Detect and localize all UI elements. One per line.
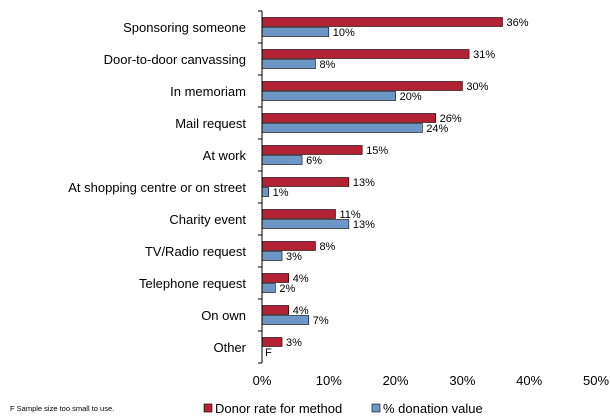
- bar-donation-value: [261, 251, 283, 261]
- legend-label-donor-rate: Donor rate for method: [215, 401, 342, 416]
- category-label: At work: [203, 148, 247, 163]
- bar-donor-rate: [261, 305, 290, 315]
- bar-donor-rate: [261, 209, 336, 219]
- data-label-donor-rate: 4%: [293, 273, 309, 285]
- category-label: On own: [201, 308, 246, 323]
- bar-donor-rate: [261, 113, 436, 123]
- data-label-donor-rate: 31%: [473, 49, 495, 61]
- bar-donor-rate: [261, 273, 290, 283]
- x-tick-label: 40%: [516, 373, 542, 388]
- data-label-donation-value: 24%: [426, 123, 448, 135]
- data-label-donor-rate: 3%: [286, 337, 302, 349]
- legend-label-donation-value: % donation value: [383, 401, 483, 416]
- bar-donation-value: [261, 219, 350, 229]
- data-label-donation-value: 3%: [286, 251, 302, 263]
- bar-donor-rate: [261, 81, 463, 91]
- category-label: At shopping centre or on street: [68, 180, 246, 195]
- x-tick-label: 0%: [253, 373, 272, 388]
- data-label-donor-rate: 30%: [466, 81, 488, 93]
- bar-donor-rate: [261, 337, 283, 347]
- bar-donation-value: [261, 155, 303, 165]
- legend-swatch-donation-value: [371, 403, 381, 413]
- data-label-donation-value: 7%: [313, 315, 329, 327]
- bars-layer: [261, 17, 503, 347]
- axes-layer: 0% 10% 20% 30% 40% 50%: [253, 10, 609, 388]
- data-label-donation-value: 10%: [333, 27, 355, 39]
- data-label-donation-value: 1%: [273, 187, 289, 199]
- bar-donor-rate: [261, 17, 503, 27]
- data-label-donor-rate: 11%: [339, 209, 360, 221]
- data-label-donation-value: 8%: [319, 59, 335, 71]
- data-label-donor-rate: 15%: [366, 145, 388, 157]
- data-label-donor-rate: 4%: [293, 305, 309, 317]
- footnote: F Sample size too small to use.: [10, 404, 115, 413]
- data-label-donor-rate: 26%: [440, 113, 462, 125]
- data-label-donor-rate: 8%: [319, 241, 335, 253]
- data-label-donation-value: 13%: [353, 219, 375, 231]
- data-label-donation-value: 2%: [279, 283, 295, 295]
- data-label-donation-value: 6%: [306, 155, 322, 167]
- bar-donor-rate: [261, 49, 470, 59]
- bar-donor-rate: [261, 145, 363, 155]
- legend-swatch-donor-rate: [203, 403, 213, 413]
- category-label: Sponsoring someone: [123, 20, 246, 35]
- legend: Donor rate for method % donation value: [203, 401, 483, 416]
- data-label-donor-rate: 36%: [506, 17, 528, 29]
- bar-donation-value: [261, 59, 316, 69]
- x-tick-label: 50%: [583, 373, 609, 388]
- category-label: Telephone request: [139, 276, 246, 291]
- bar-donation-value: [261, 123, 423, 133]
- bar-donation-value: [261, 91, 396, 101]
- labels-layer: Sponsoring someone 36% 10% Door-to-door can…: [68, 17, 528, 359]
- bar-donation-value: [261, 187, 269, 197]
- data-label-donation-value: F: [265, 347, 272, 359]
- category-label: Other: [213, 340, 246, 355]
- data-label-donation-value: 20%: [400, 91, 422, 103]
- bar-donor-rate: [261, 241, 316, 251]
- category-label: In memoriam: [170, 84, 246, 99]
- data-label-donor-rate: 13%: [353, 177, 375, 189]
- category-label: Door-to-door canvassing: [104, 52, 246, 67]
- bar-donor-rate: [261, 177, 350, 187]
- bar-donation-value: [261, 283, 276, 293]
- category-label: Mail request: [175, 116, 246, 131]
- category-label: Charity event: [169, 212, 246, 227]
- bar-donation-value: [261, 27, 330, 37]
- category-label: TV/Radio request: [145, 244, 247, 259]
- x-tick-label: 20%: [383, 373, 409, 388]
- x-tick-label: 30%: [449, 373, 475, 388]
- x-tick-label: 10%: [316, 373, 342, 388]
